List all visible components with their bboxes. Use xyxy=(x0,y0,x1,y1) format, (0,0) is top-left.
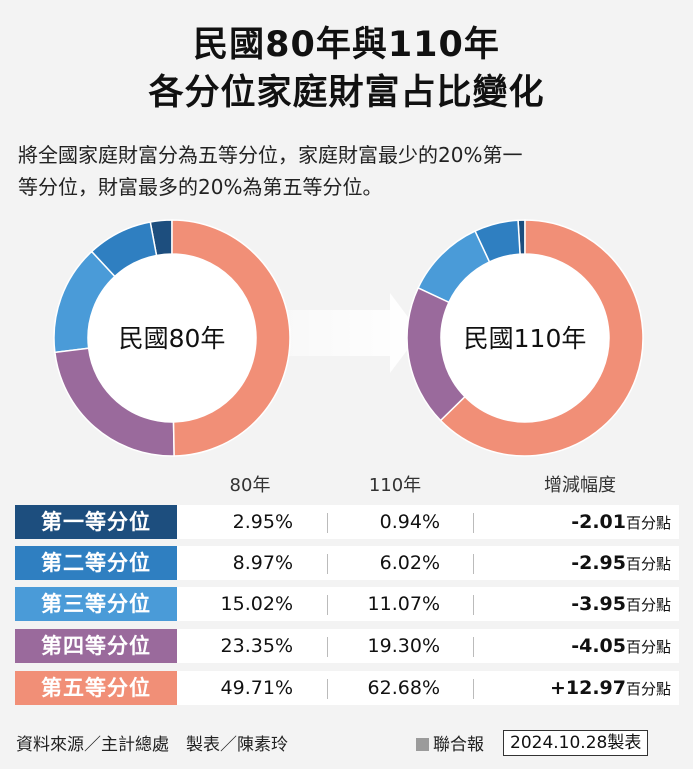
divider xyxy=(473,513,474,533)
donut-charts: 民國80年 民國110年 xyxy=(53,219,644,457)
header-change: 增減幅度 xyxy=(544,475,616,496)
change-cell: -3.95百分點 xyxy=(477,587,671,622)
value-80: 2.95% xyxy=(232,511,293,533)
table-row: 第一等分位 2.95% 0.94% -2.01百分點 xyxy=(15,505,679,539)
change-unit: 百分點 xyxy=(625,514,671,532)
publisher-square-icon xyxy=(416,738,429,751)
change-value: -2.95 xyxy=(571,552,626,574)
chart-title-line2: 各分位家庭財富占比變化 xyxy=(148,73,545,113)
divider xyxy=(327,637,328,657)
donut-center-80 xyxy=(88,254,256,422)
publisher: 聯合報 xyxy=(416,734,484,756)
change-cell: -2.95百分點 xyxy=(477,546,671,581)
divider xyxy=(327,554,328,574)
change-cell: -4.05百分點 xyxy=(477,629,671,664)
divider xyxy=(473,679,474,699)
date-stamp: 2024.10.28製表 xyxy=(503,730,649,756)
donut-center-110 xyxy=(441,254,609,422)
divider xyxy=(473,637,474,657)
donut-chart-110 xyxy=(406,219,644,457)
change-unit: 百分點 xyxy=(625,638,671,656)
value-110: 0.94% xyxy=(379,511,440,533)
description-line1: 將全國家庭財富分為五等分位，家庭財富最少的20%第一 xyxy=(18,143,523,167)
value-110: 6.02% xyxy=(379,552,440,574)
value-80: 8.97% xyxy=(232,552,293,574)
row-label: 第四等分位 xyxy=(15,629,177,663)
chart-title-line1: 民國80年與110年 xyxy=(193,25,500,65)
change-unit: 百分點 xyxy=(625,596,671,614)
divider xyxy=(327,679,328,699)
donut-label-80: 民國80年 xyxy=(119,324,226,353)
divider xyxy=(473,595,474,615)
description-line2: 等分位，財富最多的20%為第五等分位。 xyxy=(18,175,383,199)
divider xyxy=(473,554,474,574)
value-80: 49.71% xyxy=(220,677,293,699)
header-110: 110年 xyxy=(368,475,422,496)
row-label: 第三等分位 xyxy=(15,587,177,621)
header-80: 80年 xyxy=(229,475,271,496)
change-value: -4.05 xyxy=(571,635,626,657)
change-unit: 百分點 xyxy=(625,555,671,573)
table-row: 第三等分位 15.02% 11.07% -3.95百分點 xyxy=(15,587,679,621)
source-credit: 資料來源／主計總處 製表／陳素玲 xyxy=(16,735,288,755)
change-cell: -2.01百分點 xyxy=(477,505,671,540)
row-label: 第二等分位 xyxy=(15,546,177,580)
row-label: 第一等分位 xyxy=(15,505,177,539)
table-row: 第二等分位 8.97% 6.02% -2.95百分點 xyxy=(15,546,679,580)
value-110: 62.68% xyxy=(367,677,440,699)
divider xyxy=(327,513,328,533)
row-label: 第五等分位 xyxy=(15,671,177,705)
change-value: +12.97 xyxy=(549,677,626,699)
change-cell: +12.97百分點 xyxy=(477,671,671,706)
transition-arrow xyxy=(275,293,420,373)
value-80: 15.02% xyxy=(220,593,293,615)
value-80: 23.35% xyxy=(220,635,293,657)
table-row: 第五等分位 49.71% 62.68% +12.97百分點 xyxy=(15,671,679,705)
change-value: -2.01 xyxy=(571,511,626,533)
divider xyxy=(327,595,328,615)
publisher-name: 聯合報 xyxy=(433,735,484,755)
change-value: -3.95 xyxy=(571,593,626,615)
change-unit: 百分點 xyxy=(625,680,671,698)
donut-label-110: 民國110年 xyxy=(464,324,587,353)
table-row: 第四等分位 23.35% 19.30% -4.05百分點 xyxy=(15,629,679,663)
value-110: 11.07% xyxy=(367,593,440,615)
value-110: 19.30% xyxy=(367,635,440,657)
